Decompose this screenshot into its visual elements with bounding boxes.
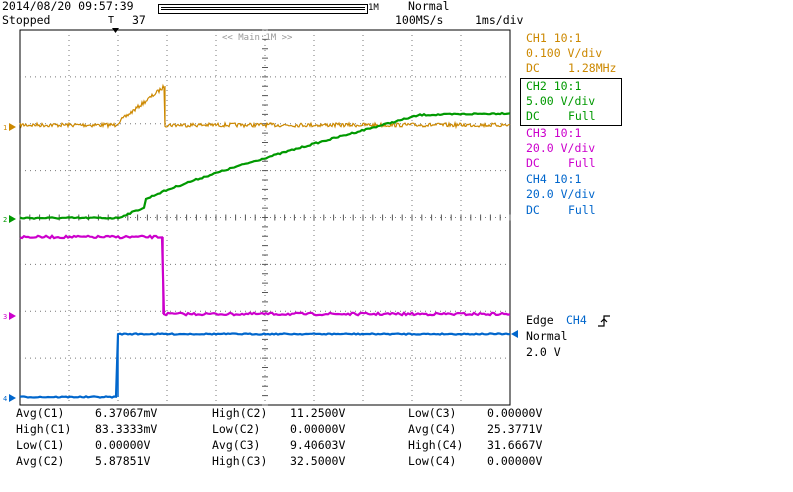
ch4-bandwidth: Full xyxy=(568,203,596,217)
main-window-label: << Main:1M >> xyxy=(222,33,293,43)
ch1-bandwidth: 1.28MHz xyxy=(568,61,617,75)
datetime-readout: 2014/08/20 09:57:39 xyxy=(2,0,134,13)
ch2-name[interactable]: CH2 10:1 xyxy=(526,79,582,93)
measurement-value: 11.2500V xyxy=(290,406,346,420)
ch2-marker-label: 2 xyxy=(3,216,7,224)
trigger-mode-readout: Normal xyxy=(408,0,450,13)
record-count: 37 xyxy=(132,13,146,27)
ch4-trace xyxy=(19,332,511,399)
measurement-value: 0.00000V xyxy=(487,406,543,420)
ch4-marker-label: 4 xyxy=(3,395,7,403)
measurement-label: Low(C3) xyxy=(408,406,457,420)
measurement-value: 31.6667V xyxy=(487,438,543,452)
rising-edge-icon xyxy=(598,315,610,327)
ch2-coupling: DC xyxy=(526,109,540,123)
ch2-scale: 5.00 V/div xyxy=(526,94,596,108)
ch3-name[interactable]: CH3 10:1 xyxy=(526,126,582,140)
measurement-value: 32.5000V xyxy=(290,454,346,468)
ch2-trace xyxy=(19,111,511,220)
measurement-value: 25.3771V xyxy=(487,422,543,436)
trigger-level: 2.0 V xyxy=(526,345,561,359)
measurement-label: Avg(C1) xyxy=(16,406,65,420)
measurement-label: High(C2) xyxy=(212,406,268,420)
ch1-scale: 0.100 V/div xyxy=(526,46,603,60)
ch3-marker-label: 3 xyxy=(3,313,7,321)
trigger-time-marker xyxy=(112,28,119,33)
measurement-value: 9.40603V xyxy=(290,438,346,452)
measurement-value: 5.87851V xyxy=(95,454,151,468)
ch1-ground-marker xyxy=(9,123,16,131)
measurement-label: High(C1) xyxy=(16,422,72,436)
ch1-coupling: DC xyxy=(526,61,540,75)
record-length-bar xyxy=(158,4,368,14)
measurement-label: Low(C1) xyxy=(16,438,65,452)
measurement-value: 0.00000V xyxy=(95,438,151,452)
ch3-trace xyxy=(19,234,511,317)
measurement-label: Low(C4) xyxy=(408,454,457,468)
ch2-bandwidth: Full xyxy=(568,109,596,123)
ch2-ground-marker xyxy=(9,215,16,223)
trigger-level-marker xyxy=(511,330,518,338)
ch1-name[interactable]: CH1 10:1 xyxy=(526,31,582,45)
measurement-label: Avg(C3) xyxy=(212,438,261,452)
trigger-type[interactable]: Edge xyxy=(526,313,554,327)
measurement-label: Avg(C2) xyxy=(16,454,65,468)
measurement-value: 6.37067mV xyxy=(95,406,158,420)
measurement-value: 0.00000V xyxy=(290,422,346,436)
selected-channel-box[interactable] xyxy=(520,78,622,126)
trigger-source[interactable]: CH4 xyxy=(566,313,587,327)
ch4-name[interactable]: CH4 10:1 xyxy=(526,172,582,186)
measurement-value: 0.00000V xyxy=(487,454,543,468)
measurement-label: Avg(C4) xyxy=(408,422,457,436)
trigger-mode: Normal xyxy=(526,329,568,343)
measurement-label: High(C3) xyxy=(212,454,268,468)
ch4-ground-marker xyxy=(9,394,16,402)
record-bar-label: 1M xyxy=(368,3,379,13)
ch1-marker-label: 1 xyxy=(3,124,7,132)
ch1-trace xyxy=(19,83,511,130)
ch3-scale: 20.0 V/div xyxy=(526,141,596,155)
ch3-ground-marker xyxy=(9,312,16,320)
ch4-scale: 20.0 V/div xyxy=(526,187,596,201)
measurement-label: High(C4) xyxy=(408,438,464,452)
sample-rate-readout: 100MS/s xyxy=(395,13,444,27)
timebase-readout: 1ms/div xyxy=(475,13,524,27)
trigger-position-marker: T xyxy=(108,15,115,26)
measurement-value: 83.3333mV xyxy=(95,422,158,436)
measurement-label: Low(C2) xyxy=(212,422,261,436)
acquisition-state: Stopped xyxy=(2,13,51,27)
ch4-coupling: DC xyxy=(526,203,540,217)
ch3-coupling: DC xyxy=(526,156,540,170)
ch3-bandwidth: Full xyxy=(568,156,596,170)
